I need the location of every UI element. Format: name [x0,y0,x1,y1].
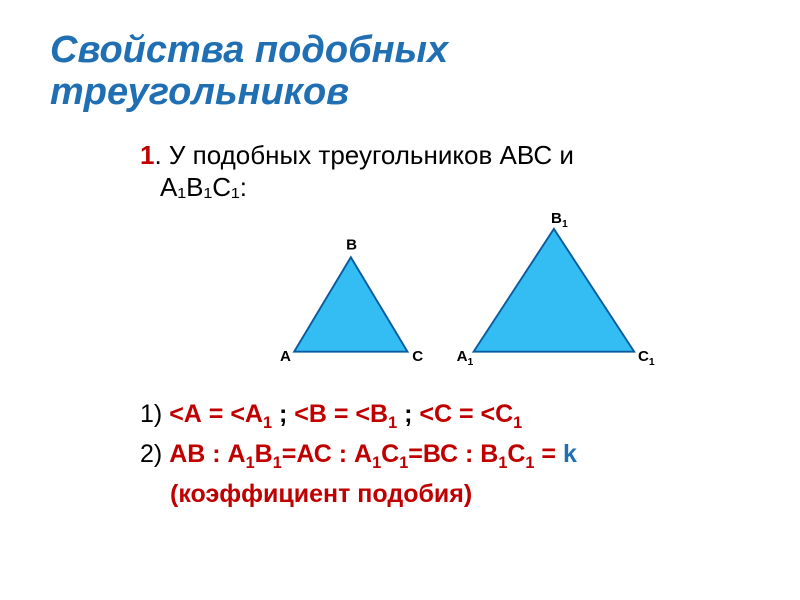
property-2: 2) АВ : А1В1=АС : А1С1=ВС : В1С1 = k [140,440,577,473]
p1-angles: <А = <А1 ; <В = <В1 ; <С = <С1 [169,400,522,428]
label-B1: В1 [551,210,568,230]
diagram-svg: А В С А1 В1 С1 [220,210,680,380]
small-triangle [294,257,407,351]
coeff-label: (коэффициент подобия) [170,480,472,508]
p2-prefix: 2) [140,440,169,468]
title-line1: Свойства подобных [50,29,448,71]
triangles-diagram: А В С А1 В1 С1 [220,210,660,380]
slide-title: Свойства подобных треугольников [50,30,448,114]
label-C1: С1 [638,348,655,368]
subtitle-number: 1 [140,140,154,170]
subtitle-text1: . У подобных треугольников АВС и [154,140,573,170]
large-triangle [474,229,635,352]
label-A1: А1 [457,348,474,368]
p2-ratios: АВ : А1В1=АС : А1С1=ВС : В1С1 = k [169,440,577,468]
title-line2: треугольников [50,71,349,113]
label-C: С [412,348,423,365]
label-A: А [280,348,291,365]
subtitle-text2: А₁В₁С₁: [160,172,247,202]
coefficient-text: (коэффициент подобия) [170,480,472,509]
label-B: В [346,237,357,254]
p1-prefix: 1) [140,400,169,428]
property-1: 1) <А = <А1 ; <В = <В1 ; <С = <С1 [140,400,522,433]
subtitle-line1: 1. У подобных треугольников АВС и [140,140,574,171]
subtitle-line2: А₁В₁С₁: [160,172,247,203]
